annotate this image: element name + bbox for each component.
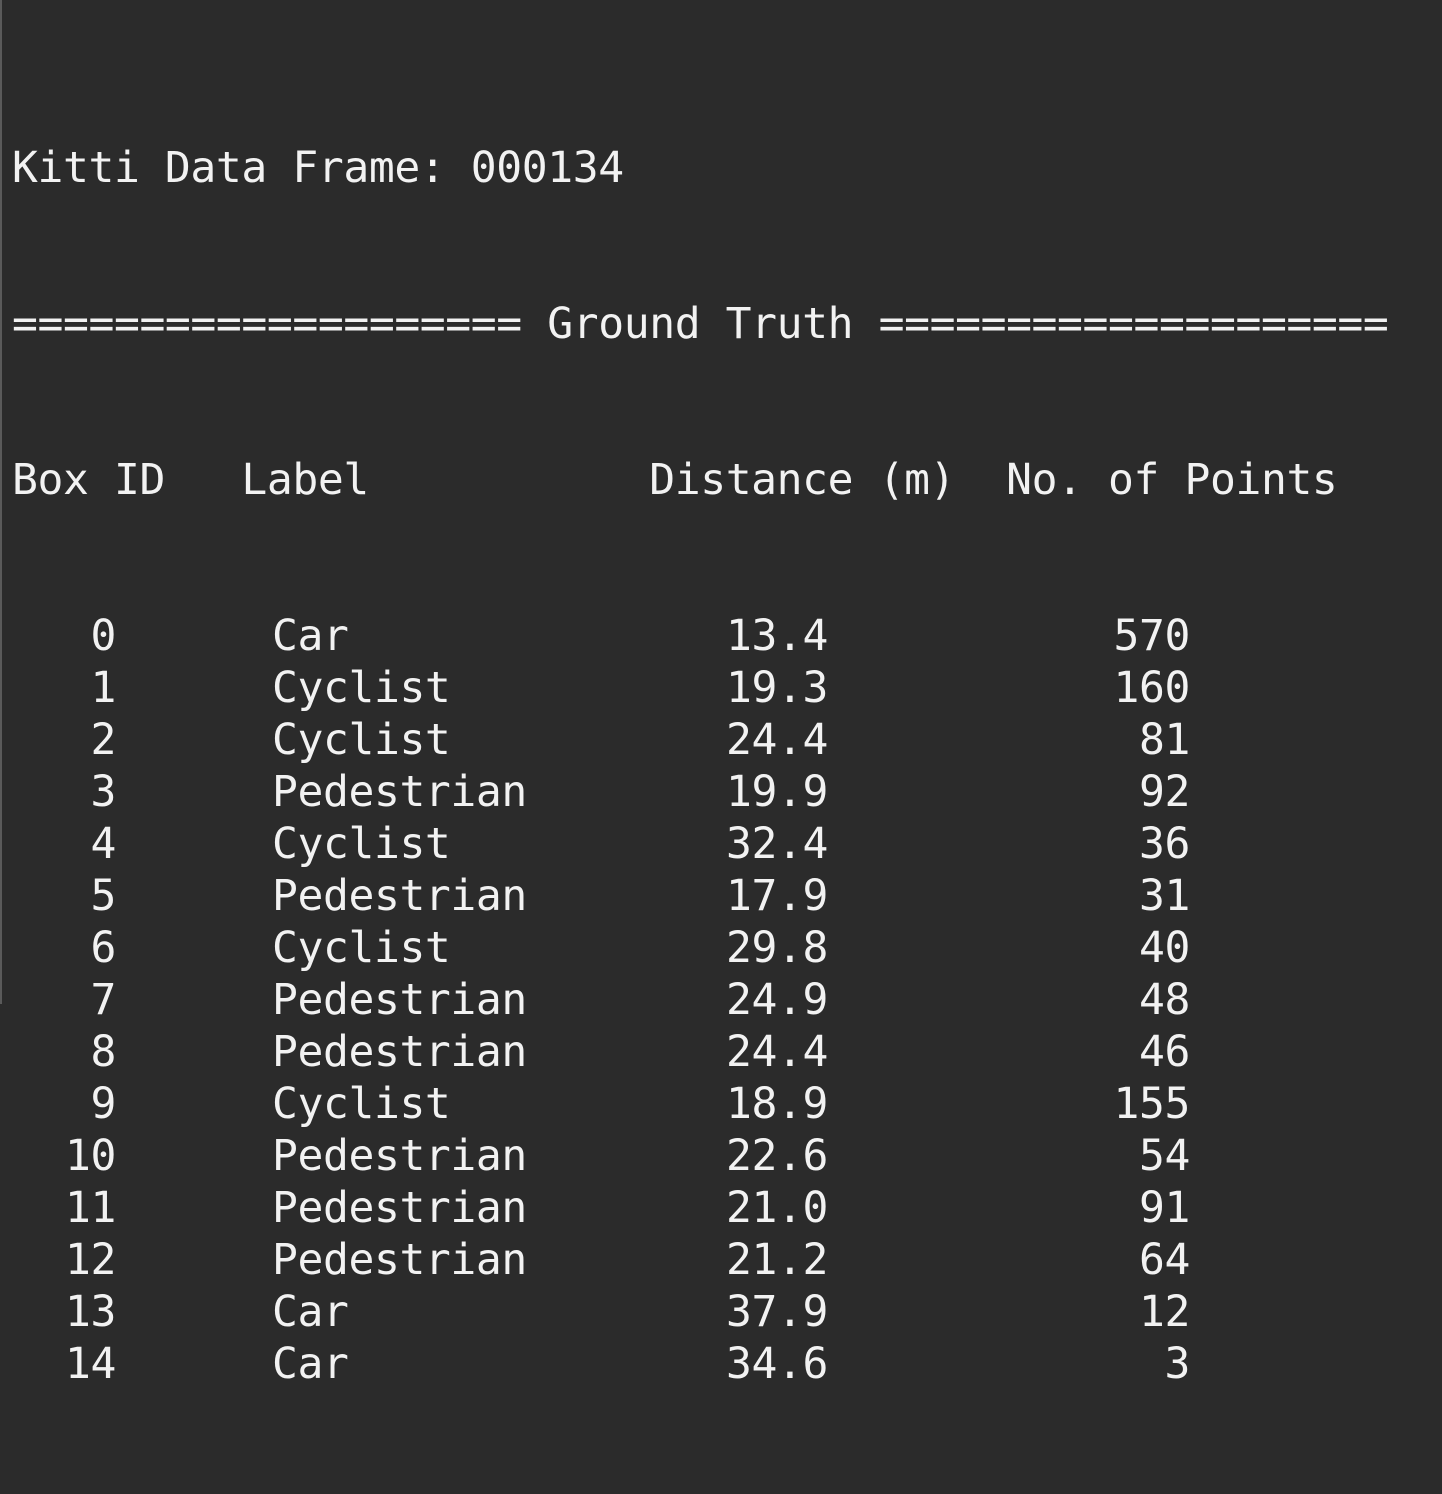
row-distance: 34.6: [726, 1339, 828, 1389]
row-label: Cyclist: [272, 923, 451, 973]
row-points: 31: [1139, 871, 1190, 921]
row-box-id: 1: [90, 663, 117, 713]
table-row: 0 Car 13.4 570: [12, 610, 1388, 662]
header-box-id: Box ID: [12, 455, 165, 505]
row-box-id: 12: [65, 1235, 116, 1285]
table-row: 7 Pedestrian 24.9 48: [12, 974, 1388, 1026]
row-box-id: 13: [65, 1287, 116, 1337]
ground-truth-rows: 0 Car 13.4 570 1 Cyclist 19.3 160 2 Cyclist 24.4 81…: [12, 610, 1388, 1390]
row-points: 81: [1139, 715, 1190, 765]
section-title: Ground Truth: [547, 299, 854, 349]
table-row: 2 Cyclist 24.4 81: [12, 714, 1388, 766]
row-box-id: 10: [65, 1131, 116, 1181]
table-row: 4 Cyclist 32.4 36: [12, 818, 1388, 870]
header-distance: Distance (m): [649, 455, 956, 505]
row-box-id: 8: [90, 1027, 117, 1077]
frame-title-line: Kitti Data Frame: 000134: [12, 142, 1388, 194]
row-label: Cyclist: [272, 819, 451, 869]
row-points: 160: [1113, 663, 1191, 713]
header-points: No. of Points: [1006, 455, 1338, 505]
row-box-id: 14: [65, 1339, 116, 1389]
row-label: Car: [272, 611, 349, 661]
row-distance: 19.9: [726, 767, 828, 817]
row-distance: 24.4: [726, 715, 828, 765]
row-distance: 21.2: [726, 1235, 828, 1285]
row-distance: 29.8: [726, 923, 828, 973]
frame-title-prefix: Kitti Data Frame:: [12, 143, 471, 193]
table-row: 3 Pedestrian 19.9 92: [12, 766, 1388, 818]
table-row: 5 Pedestrian 17.9 31: [12, 870, 1388, 922]
row-box-id: 0: [90, 611, 117, 661]
row-distance: 17.9: [726, 871, 828, 921]
row-label: Pedestrian: [272, 1027, 527, 1077]
table-row: 1 Cyclist 19.3 160: [12, 662, 1388, 714]
column-header-line: Box ID Label Distance (m) No. of Points: [12, 454, 1388, 506]
row-label: Pedestrian: [272, 767, 527, 817]
row-box-id: 4: [90, 819, 117, 869]
table-row: 6 Cyclist 29.8 40: [12, 922, 1388, 974]
row-box-id: 2: [90, 715, 117, 765]
terminal-output: Kitti Data Frame: 000134 ===============…: [12, 38, 1389, 1494]
row-label: Car: [272, 1339, 349, 1389]
table-row: 12 Pedestrian 21.2 64: [12, 1234, 1388, 1286]
row-points: 3: [1164, 1339, 1191, 1389]
table-row: 11 Pedestrian 21.0 91: [12, 1182, 1388, 1234]
row-points: 12: [1139, 1287, 1190, 1337]
row-distance: 37.9: [726, 1287, 828, 1337]
section-header-line: ==================== Ground Truth ======…: [12, 298, 1389, 350]
row-label: Pedestrian: [272, 1235, 527, 1285]
row-points: 570: [1113, 611, 1191, 661]
row-label: Pedestrian: [272, 1131, 527, 1181]
row-box-id: 5: [90, 871, 117, 921]
row-box-id: 6: [90, 923, 117, 973]
row-distance: 24.4: [726, 1027, 828, 1077]
row-box-id: 3: [90, 767, 117, 817]
row-points: 155: [1113, 1079, 1191, 1129]
row-distance: 13.4: [726, 611, 828, 661]
row-points: 36: [1139, 819, 1190, 869]
row-label: Cyclist: [272, 1079, 451, 1129]
row-label: Car: [272, 1287, 349, 1337]
table-row: 14 Car 34.6 3: [12, 1338, 1388, 1390]
row-distance: 21.0: [726, 1183, 828, 1233]
table-row: 8 Pedestrian 24.4 46: [12, 1026, 1388, 1078]
frame-id: 000134: [470, 143, 624, 193]
row-box-id: 7: [90, 975, 117, 1025]
table-row: 10 Pedestrian 22.6 54: [12, 1130, 1388, 1182]
table-row: 13 Car 37.9 12: [12, 1286, 1388, 1338]
row-points: 40: [1139, 923, 1190, 973]
row-label: Pedestrian: [272, 1183, 527, 1233]
row-label: Pedestrian: [272, 871, 527, 921]
row-box-id: 11: [65, 1183, 116, 1233]
table-row: 9 Cyclist 18.9 155: [12, 1078, 1388, 1130]
separator-right: ====================: [878, 299, 1389, 349]
row-points: 64: [1139, 1235, 1190, 1285]
terminal-window[interactable]: Kitti Data Frame: 000134 ===============…: [0, 0, 1442, 1389]
row-distance: 24.9: [726, 975, 828, 1025]
row-points: 92: [1139, 767, 1190, 817]
row-points: 46: [1139, 1027, 1190, 1077]
row-distance: 18.9: [726, 1079, 828, 1129]
row-label: Pedestrian: [272, 975, 527, 1025]
separator-left: ====================: [12, 299, 522, 349]
row-label: Cyclist: [272, 663, 451, 713]
row-points: 54: [1139, 1131, 1190, 1181]
row-label: Cyclist: [272, 715, 451, 765]
row-points: 91: [1139, 1183, 1190, 1233]
row-box-id: 9: [90, 1079, 117, 1129]
row-distance: 19.3: [726, 663, 828, 713]
row-distance: 32.4: [726, 819, 828, 869]
row-points: 48: [1139, 975, 1190, 1025]
row-distance: 22.6: [726, 1131, 828, 1181]
header-label: Label: [241, 455, 369, 505]
